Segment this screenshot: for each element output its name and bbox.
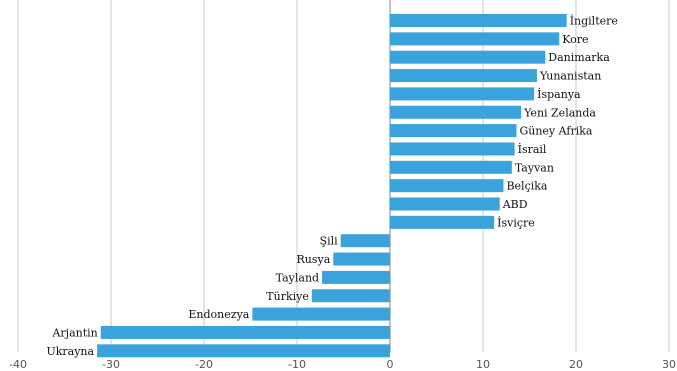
x-axis-tick-labels: -40 -30 -20 -10 0 10 20 30 (9, 358, 676, 371)
bar (390, 50, 546, 64)
x-tick-label: 10 (476, 358, 490, 371)
bar (390, 105, 522, 119)
bar (97, 344, 391, 358)
category-label: İsrail (518, 142, 547, 156)
category-label: Endonezya (188, 308, 249, 321)
bar (390, 69, 537, 83)
category-label: Belçika (506, 180, 547, 193)
category-label: Rusya (296, 253, 330, 266)
bar (252, 307, 390, 321)
x-tick-label: 30 (662, 358, 676, 371)
x-tick-label: -30 (102, 358, 120, 371)
category-label: Ukrayna (46, 345, 94, 358)
bar (100, 325, 391, 339)
category-label: Türkiye (266, 290, 309, 303)
category-label: Güney Afrika (519, 125, 592, 138)
bar (390, 142, 515, 156)
x-tick-label: 0 (387, 358, 394, 371)
x-tick-label: -10 (288, 358, 306, 371)
bar (390, 179, 504, 193)
bar (390, 124, 517, 138)
category-label: Şili (320, 235, 339, 248)
category-label: Yeni Zelanda (523, 106, 596, 119)
category-label: Arjantin (51, 326, 97, 339)
x-tick-label: -20 (195, 358, 213, 371)
bar (390, 197, 500, 211)
category-label: Tayvan (515, 161, 554, 174)
x-tick-label: -40 (9, 358, 27, 371)
bar (390, 14, 567, 27)
category-label: Yunanistan (539, 70, 601, 83)
category-label: İngiltere (570, 14, 618, 28)
bar (340, 234, 390, 248)
category-label: Kore (562, 33, 588, 46)
category-label: Danimarka (548, 51, 610, 64)
category-label: İspanya (537, 87, 581, 101)
bar (390, 87, 535, 101)
bar (311, 289, 390, 303)
bar (333, 252, 390, 266)
bar (322, 270, 390, 284)
category-label: ABD (502, 198, 528, 211)
bar (390, 215, 495, 229)
bar (390, 160, 512, 174)
x-tick-label: 20 (569, 358, 583, 371)
category-label: Tayland (276, 271, 319, 284)
category-labels: İngiltere Kore Danimarka Yunanistan İspanya Y… (46, 14, 617, 358)
bar (390, 32, 560, 46)
category-label: İsviçre (497, 215, 535, 229)
bars (97, 14, 567, 358)
